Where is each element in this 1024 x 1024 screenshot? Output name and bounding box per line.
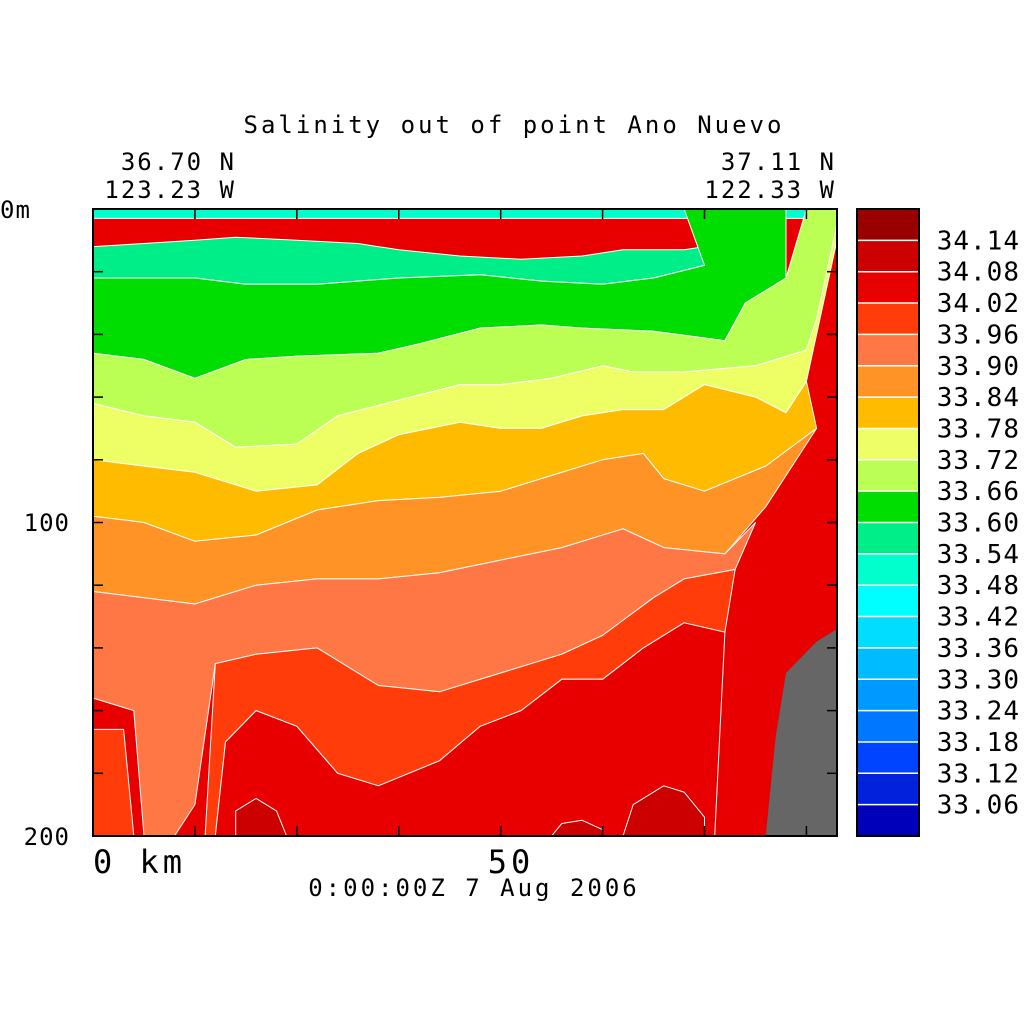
colorbar-swatch xyxy=(857,491,919,524)
colorbar-swatch xyxy=(857,585,919,618)
colorbar xyxy=(856,208,920,837)
colorbar-swatch xyxy=(857,428,919,461)
colorbar-swatch xyxy=(857,397,919,430)
colorbar-level-label: 33.48 xyxy=(937,571,1020,601)
end-latitude: 37.11 N xyxy=(721,148,836,176)
colorbar-swatch xyxy=(857,647,919,680)
colorbar-swatch xyxy=(857,271,919,304)
colorbar-swatch xyxy=(857,616,919,649)
axis-ticks xyxy=(92,208,837,837)
colorbar-level-label: 33.78 xyxy=(937,415,1020,445)
colorbar-swatch xyxy=(857,804,919,837)
colorbar-level-label: 33.84 xyxy=(937,383,1020,413)
start-latitude: 36.70 N xyxy=(121,148,236,176)
colorbar-level-label: 33.96 xyxy=(937,320,1020,350)
contour-band-12 xyxy=(551,819,604,836)
colorbar-swatch xyxy=(857,773,919,806)
colorbar-swatch xyxy=(857,553,919,586)
colorbar-level-label: 34.08 xyxy=(937,258,1020,288)
colorbar-swatch xyxy=(857,522,919,555)
colorbar-swatch xyxy=(857,710,919,743)
colorbar-swatch xyxy=(857,459,919,492)
colorbar-level-label: 33.12 xyxy=(937,759,1020,789)
x-axis-start-label: 0 km xyxy=(93,843,186,881)
plot-area xyxy=(93,209,837,836)
end-longitude: 122.33 W xyxy=(704,176,836,204)
colorbar-swatch xyxy=(857,365,919,398)
contour-band-11 xyxy=(235,797,288,836)
contour-band-10 xyxy=(214,622,726,836)
colorbar-level-label: 33.66 xyxy=(937,477,1020,507)
bathymetry-shape xyxy=(765,629,837,836)
colorbar-swatch xyxy=(857,303,919,335)
colorbar-swatch xyxy=(857,240,919,273)
colorbar-frame xyxy=(856,208,920,837)
y-axis-top-label: 0m xyxy=(0,196,31,224)
colorbar-level-label: 33.18 xyxy=(937,728,1020,758)
timestamp: 0:00:00Z 7 Aug 2006 xyxy=(308,874,640,902)
colorbar-swatch xyxy=(857,679,919,712)
colorbar-level-label: 33.24 xyxy=(937,697,1020,727)
x-axis-mid-label: 50 xyxy=(488,843,535,881)
colorbar-level-label: 33.30 xyxy=(937,665,1020,695)
colorbar-labels: 34.1434.0834.0233.9633.9033.8433.7833.72… xyxy=(937,226,1020,821)
colorbar-level-label: 33.90 xyxy=(937,352,1020,382)
start-longitude: 123.23 W xyxy=(104,176,236,204)
colorbar-level-label: 33.06 xyxy=(937,791,1020,821)
colorbar-level-label: 33.42 xyxy=(937,603,1020,633)
contour-band-13 xyxy=(622,785,705,836)
colorbar-level-label: 33.36 xyxy=(937,634,1020,664)
colorbar-swatch xyxy=(857,741,919,774)
colorbar-level-label: 33.54 xyxy=(937,540,1020,570)
colorbar-level-label: 33.60 xyxy=(937,509,1020,539)
y-axis-bottom-label: 200 xyxy=(24,823,70,851)
chart-title: Salinity out of point Ano Nuevo xyxy=(244,111,785,139)
colorbar-swatch xyxy=(857,209,919,241)
y-axis-mid-label: 100 xyxy=(24,509,70,537)
colorbar-level-label: 33.72 xyxy=(937,446,1020,476)
colorbar-level-label: 34.14 xyxy=(937,226,1020,256)
colorbar-level-label: 34.02 xyxy=(937,289,1020,319)
contour-band-8 xyxy=(93,728,135,836)
colorbar-swatch xyxy=(857,334,919,367)
